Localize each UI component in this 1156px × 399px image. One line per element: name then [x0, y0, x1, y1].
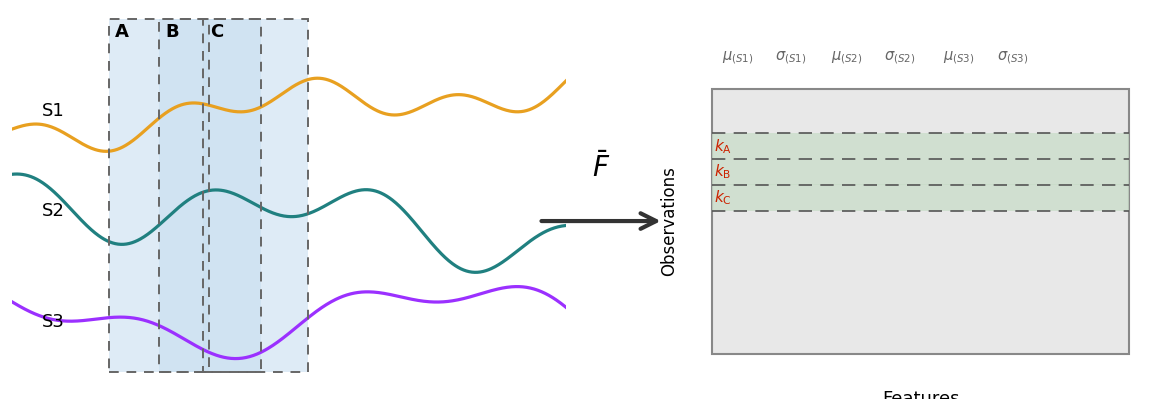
Text: $\sigma_{(S1)}$: $\sigma_{(S1)}$ — [775, 49, 806, 65]
Text: S2: S2 — [42, 202, 65, 220]
Text: S3: S3 — [42, 313, 65, 331]
Text: $\sigma_{(S2)}$: $\sigma_{(S2)}$ — [883, 49, 916, 65]
Bar — [158, 20, 261, 372]
Bar — [712, 133, 1129, 160]
Bar — [712, 184, 1129, 211]
Text: Observations: Observations — [660, 167, 679, 277]
Bar — [109, 20, 208, 372]
Text: $k_{\mathsf{A}}$: $k_{\mathsf{A}}$ — [714, 137, 733, 156]
Text: $\mu_{(S2)}$: $\mu_{(S2)}$ — [831, 49, 864, 65]
Text: A: A — [116, 23, 129, 41]
Text: $\mu_{(S1)}$: $\mu_{(S1)}$ — [722, 49, 754, 65]
Text: $\mu_{(S3)}$: $\mu_{(S3)}$ — [943, 49, 975, 65]
Text: $\sigma_{(S3)}$: $\sigma_{(S3)}$ — [998, 49, 1029, 65]
Bar — [203, 20, 309, 372]
Text: $k_{\mathsf{C}}$: $k_{\mathsf{C}}$ — [714, 188, 732, 207]
Text: S1: S1 — [42, 103, 65, 120]
Text: C: C — [209, 23, 223, 41]
Text: $\bar{F}$: $\bar{F}$ — [592, 152, 610, 183]
Bar — [158, 20, 261, 372]
Bar — [712, 159, 1129, 185]
Text: $k_{\mathsf{B}}$: $k_{\mathsf{B}}$ — [714, 163, 732, 181]
Bar — [109, 20, 208, 372]
Bar — [712, 89, 1129, 354]
Text: Features: Features — [882, 390, 959, 399]
Bar — [203, 20, 309, 372]
Text: B: B — [165, 23, 179, 41]
